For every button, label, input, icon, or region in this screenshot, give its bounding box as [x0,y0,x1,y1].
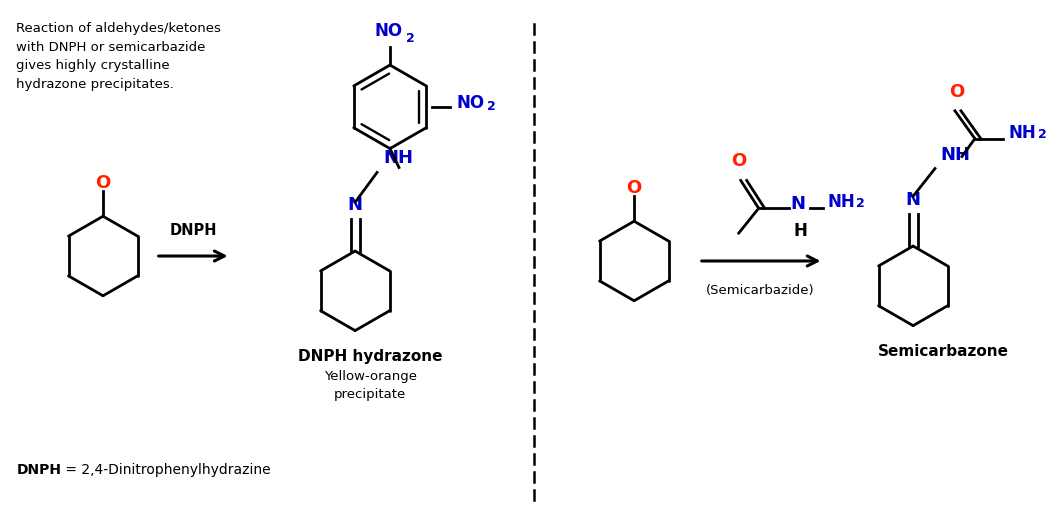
Text: O: O [949,83,965,101]
Text: DNPH: DNPH [169,223,217,238]
Text: N: N [905,191,921,209]
Text: NH: NH [1009,124,1036,142]
Text: Reaction of aldehydes/ketones
with DNPH or semicarbazide
gives highly crystallin: Reaction of aldehydes/ketones with DNPH … [17,22,222,91]
Text: NO: NO [375,22,403,40]
Text: N: N [791,195,805,213]
Text: DNPH hydrazone: DNPH hydrazone [298,348,442,363]
Text: (Semicarbazide): (Semicarbazide) [707,284,815,297]
Text: H: H [794,222,807,240]
Text: 2: 2 [486,100,496,113]
Text: Semicarbazone: Semicarbazone [878,344,1008,359]
Text: NH: NH [940,146,970,164]
Text: O: O [627,180,642,198]
Text: = 2,4-Dinitrophenylhydrazine: = 2,4-Dinitrophenylhydrazine [61,463,271,477]
Text: DNPH: DNPH [17,463,61,477]
Text: O: O [96,174,110,192]
Text: O: O [731,152,747,170]
Text: 2: 2 [857,197,865,210]
Text: 2: 2 [1037,127,1047,141]
Text: N: N [348,196,362,214]
Text: 2: 2 [406,32,415,45]
Text: NH: NH [383,150,413,168]
Text: NO: NO [457,94,485,112]
Text: Yellow-orange
precipitate: Yellow-orange precipitate [323,370,417,401]
Text: NH: NH [827,194,855,211]
